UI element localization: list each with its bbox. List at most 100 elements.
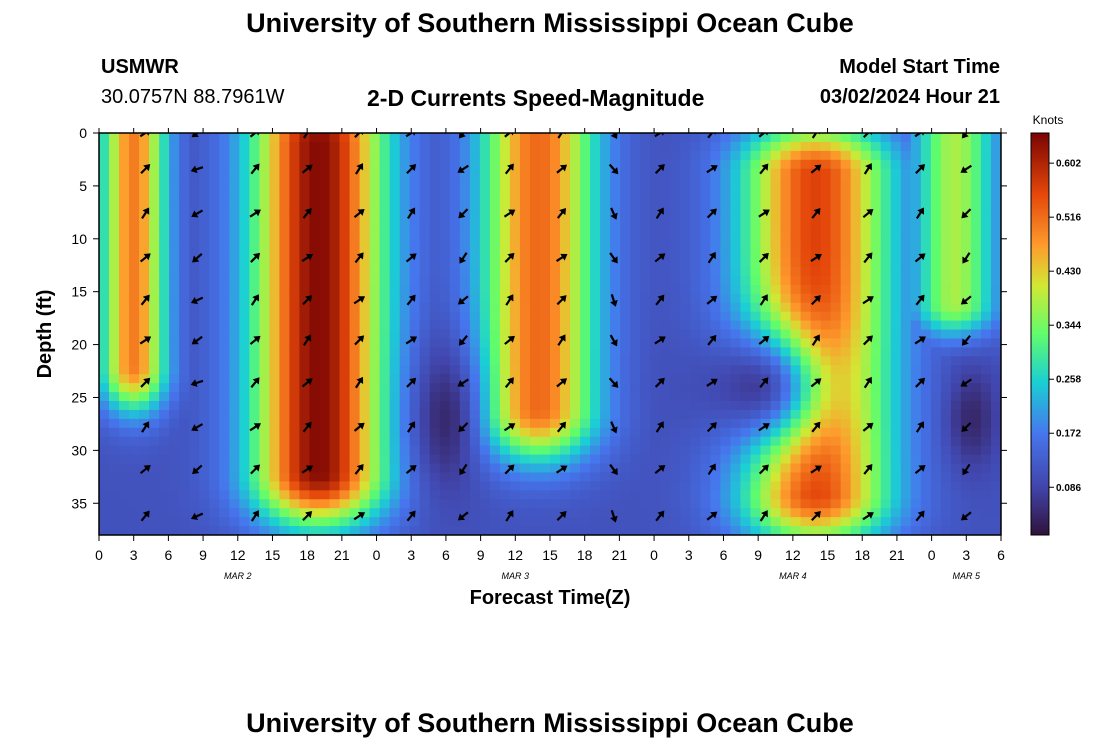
heatmap-cell <box>600 374 611 384</box>
heatmap-cell <box>409 311 421 322</box>
heatmap-cell <box>519 320 531 331</box>
heatmap-cell <box>489 517 501 527</box>
heatmap-cell <box>650 472 661 482</box>
heatmap-cell <box>539 150 551 161</box>
heatmap-cell <box>459 374 471 384</box>
heatmap-cell <box>479 222 491 232</box>
current-arrow <box>250 464 261 475</box>
heatmap-cell <box>489 222 501 232</box>
heatmap-cell <box>570 240 581 250</box>
heatmap-cell <box>730 490 742 500</box>
heatmap-cell <box>139 320 150 331</box>
heatmap-cell <box>139 284 150 295</box>
heatmap-cell <box>970 311 982 322</box>
heatmap-cell <box>169 150 180 161</box>
heatmap-cell <box>860 320 872 331</box>
heatmap-cell <box>519 338 531 348</box>
heatmap-cell <box>269 311 280 322</box>
day-label: MAR 3 <box>502 571 530 581</box>
heatmap-cell <box>109 284 120 295</box>
heatmap-cell <box>109 275 120 286</box>
heatmap-cell <box>219 463 230 474</box>
heatmap-cell <box>640 508 651 518</box>
heatmap-cell <box>359 329 371 340</box>
heatmap-cell <box>509 338 521 348</box>
current-arrow <box>458 334 468 346</box>
heatmap-cell <box>399 311 411 322</box>
heatmap-cell <box>800 284 812 295</box>
heatmap-cell <box>529 222 541 232</box>
heatmap-cell <box>830 445 842 456</box>
heatmap-cell <box>269 490 280 500</box>
heatmap-cell <box>810 222 822 232</box>
heatmap-cell <box>399 383 411 393</box>
heatmap-cell <box>580 195 591 206</box>
heatmap-cell <box>580 141 591 152</box>
heatmap-cell <box>379 240 391 250</box>
heatmap-cell <box>289 499 301 509</box>
heatmap-cell <box>209 267 220 277</box>
heatmap-cell <box>770 338 782 348</box>
heatmap-cell <box>760 454 772 465</box>
heatmap-cell <box>700 284 711 295</box>
heatmap-cell <box>99 204 110 214</box>
heatmap-cell <box>680 150 691 161</box>
heatmap-cell <box>189 267 200 277</box>
heatmap-cell <box>600 159 611 170</box>
heatmap-cell <box>730 526 742 535</box>
heatmap-cell <box>920 427 932 438</box>
heatmap-cell <box>690 204 701 214</box>
current-arrow <box>140 294 150 306</box>
heatmap-cell <box>910 293 922 304</box>
heatmap-cell <box>259 383 270 393</box>
heatmap-cell <box>790 490 802 500</box>
heatmap-cell <box>640 347 651 357</box>
heatmap-cell <box>950 320 962 331</box>
heatmap-cell <box>690 302 701 313</box>
heatmap-cell <box>910 177 922 188</box>
heatmap-cell <box>509 320 521 331</box>
heatmap-cell <box>479 133 491 143</box>
heatmap-cell <box>860 517 872 527</box>
heatmap-cell <box>940 249 952 259</box>
current-arrow <box>141 421 150 433</box>
heatmap-cell <box>529 347 541 357</box>
heatmap-cell <box>780 436 792 447</box>
heatmap-cell <box>299 463 311 474</box>
heatmap-cell <box>269 472 280 482</box>
current-arrow <box>405 464 417 475</box>
heatmap-cell <box>560 401 571 411</box>
heatmap-cell <box>509 195 521 206</box>
heatmap-cell <box>539 275 551 286</box>
heatmap-cell <box>499 159 511 170</box>
heatmap-cell <box>319 347 331 357</box>
heatmap-cell <box>109 427 120 438</box>
heatmap-cell <box>209 445 220 456</box>
heatmap-cell <box>620 195 631 206</box>
heatmap-cell <box>920 258 932 268</box>
heatmap-cell <box>389 240 401 250</box>
heatmap-cell <box>299 284 311 295</box>
heatmap-cell <box>900 302 912 313</box>
heatmap-cell <box>169 177 180 188</box>
heatmap-cell <box>930 499 942 509</box>
heatmap-cell <box>479 454 491 465</box>
heatmap-cell <box>169 392 180 402</box>
heatmap-cell <box>690 436 701 447</box>
heatmap-cell <box>620 347 631 357</box>
heatmap-cell <box>519 231 531 241</box>
heatmap-cell <box>610 392 621 402</box>
heatmap-cell <box>239 168 250 179</box>
heatmap-cell <box>980 177 992 188</box>
heatmap-cell <box>429 409 441 420</box>
heatmap-cell <box>179 267 190 277</box>
heatmap-cell <box>650 249 661 259</box>
heatmap-cell <box>459 222 471 232</box>
heatmap-cell <box>329 258 341 268</box>
heatmap-cell <box>600 240 611 250</box>
heatmap-cell <box>209 418 220 429</box>
heatmap-cell <box>349 267 361 277</box>
heatmap-cell <box>830 275 842 286</box>
current-arrow <box>811 334 820 346</box>
heatmap-cell <box>319 445 331 456</box>
